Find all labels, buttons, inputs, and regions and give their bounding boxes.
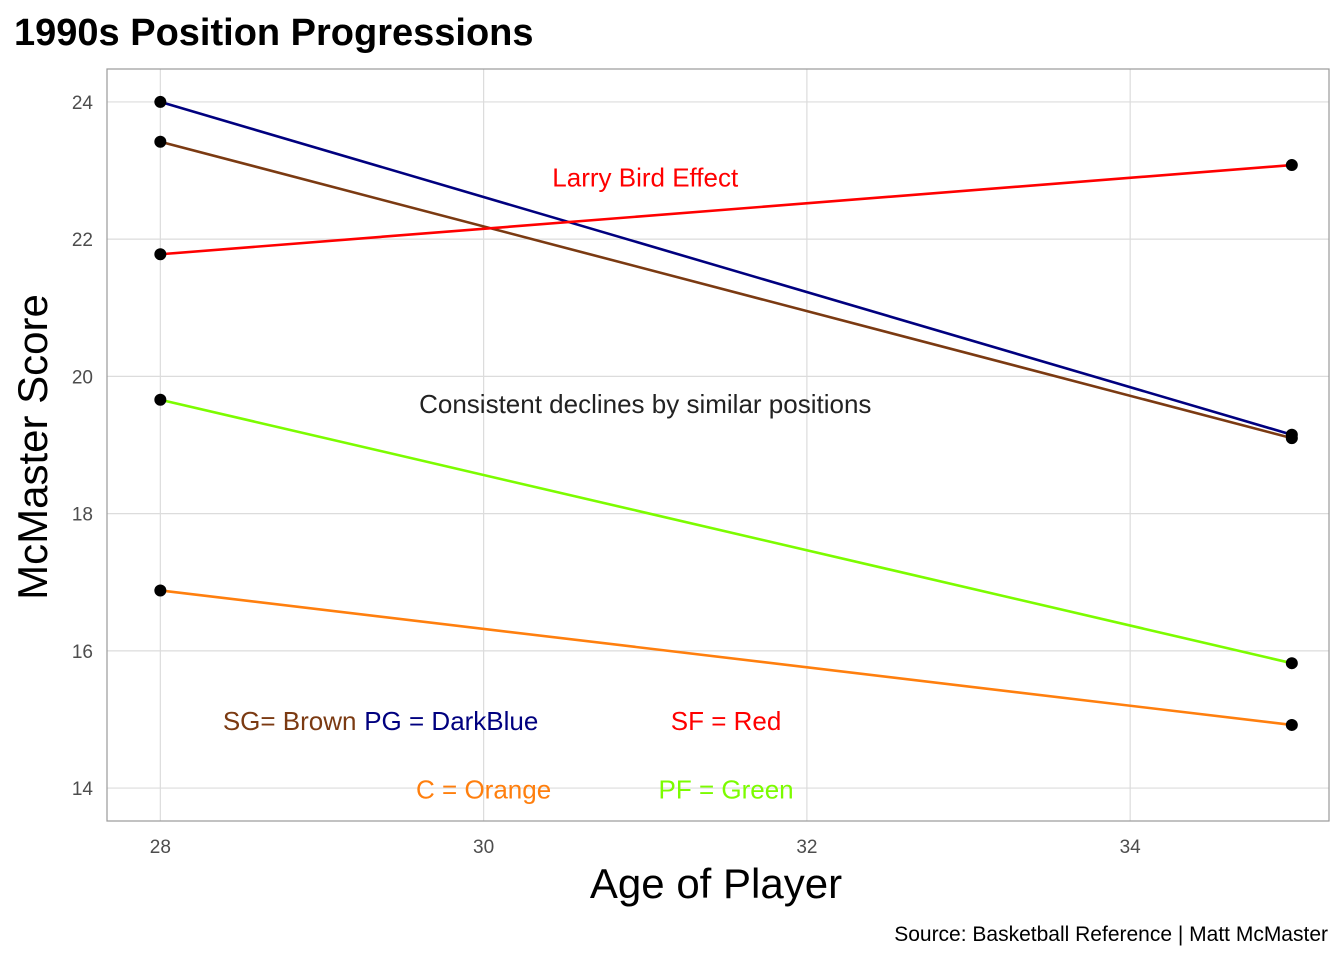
y-tick-label: 22 bbox=[72, 230, 93, 251]
y-tick-label: 18 bbox=[72, 505, 93, 526]
annotation-label: PG = DarkBlue bbox=[364, 706, 538, 736]
x-tick-label: 28 bbox=[150, 837, 171, 858]
y-tick-label: 20 bbox=[72, 367, 93, 388]
series-line bbox=[159, 100, 1293, 436]
data-point bbox=[154, 135, 167, 148]
panel-border bbox=[106, 68, 1330, 822]
data-point bbox=[154, 95, 167, 108]
data-point bbox=[154, 393, 167, 406]
series-line bbox=[160, 163, 1292, 256]
annotation-label: C = Orange bbox=[416, 774, 551, 804]
y-tick-label: 16 bbox=[72, 642, 93, 663]
annotation-label: PF = Green bbox=[659, 774, 794, 804]
series-line bbox=[160, 398, 1293, 665]
data-point bbox=[1285, 159, 1298, 172]
annotations: Larry Bird Effect Consistent declines by … bbox=[223, 162, 872, 804]
data-point bbox=[1285, 432, 1298, 445]
series-lines bbox=[159, 100, 1293, 727]
x-tick-label: 32 bbox=[796, 837, 817, 858]
x-axis-title: Age of Player bbox=[590, 860, 842, 907]
data-point bbox=[154, 584, 167, 597]
x-tick-label: 30 bbox=[473, 837, 494, 858]
data-point bbox=[1285, 657, 1298, 670]
y-gridlines bbox=[107, 101, 1329, 789]
x-gridlines bbox=[159, 69, 1131, 821]
annotation-label: SF = Red bbox=[671, 706, 782, 736]
series-points bbox=[154, 95, 1298, 731]
source-caption: Source: Basketball Reference | Matt McMa… bbox=[894, 923, 1328, 946]
x-tick-label: 34 bbox=[1120, 837, 1142, 858]
annotation-label: Consistent declines by similar positions bbox=[419, 389, 871, 419]
annotation-label: SG= Brown bbox=[223, 706, 357, 736]
x-tick-labels: 28 30 32 34 bbox=[150, 837, 1141, 858]
y-tick-label: 24 bbox=[72, 93, 94, 114]
series-line bbox=[160, 589, 1292, 727]
data-point bbox=[154, 248, 167, 261]
y-tick-labels: 14 16 18 20 22 24 bbox=[72, 93, 94, 800]
y-tick-label: 14 bbox=[72, 779, 94, 800]
series-line bbox=[160, 140, 1293, 440]
data-point bbox=[1285, 718, 1298, 731]
annotation-label: Larry Bird Effect bbox=[552, 162, 739, 192]
y-axis-title: McMaster Score bbox=[9, 294, 56, 600]
chart-title: 1990s Position Progressions bbox=[14, 12, 534, 54]
